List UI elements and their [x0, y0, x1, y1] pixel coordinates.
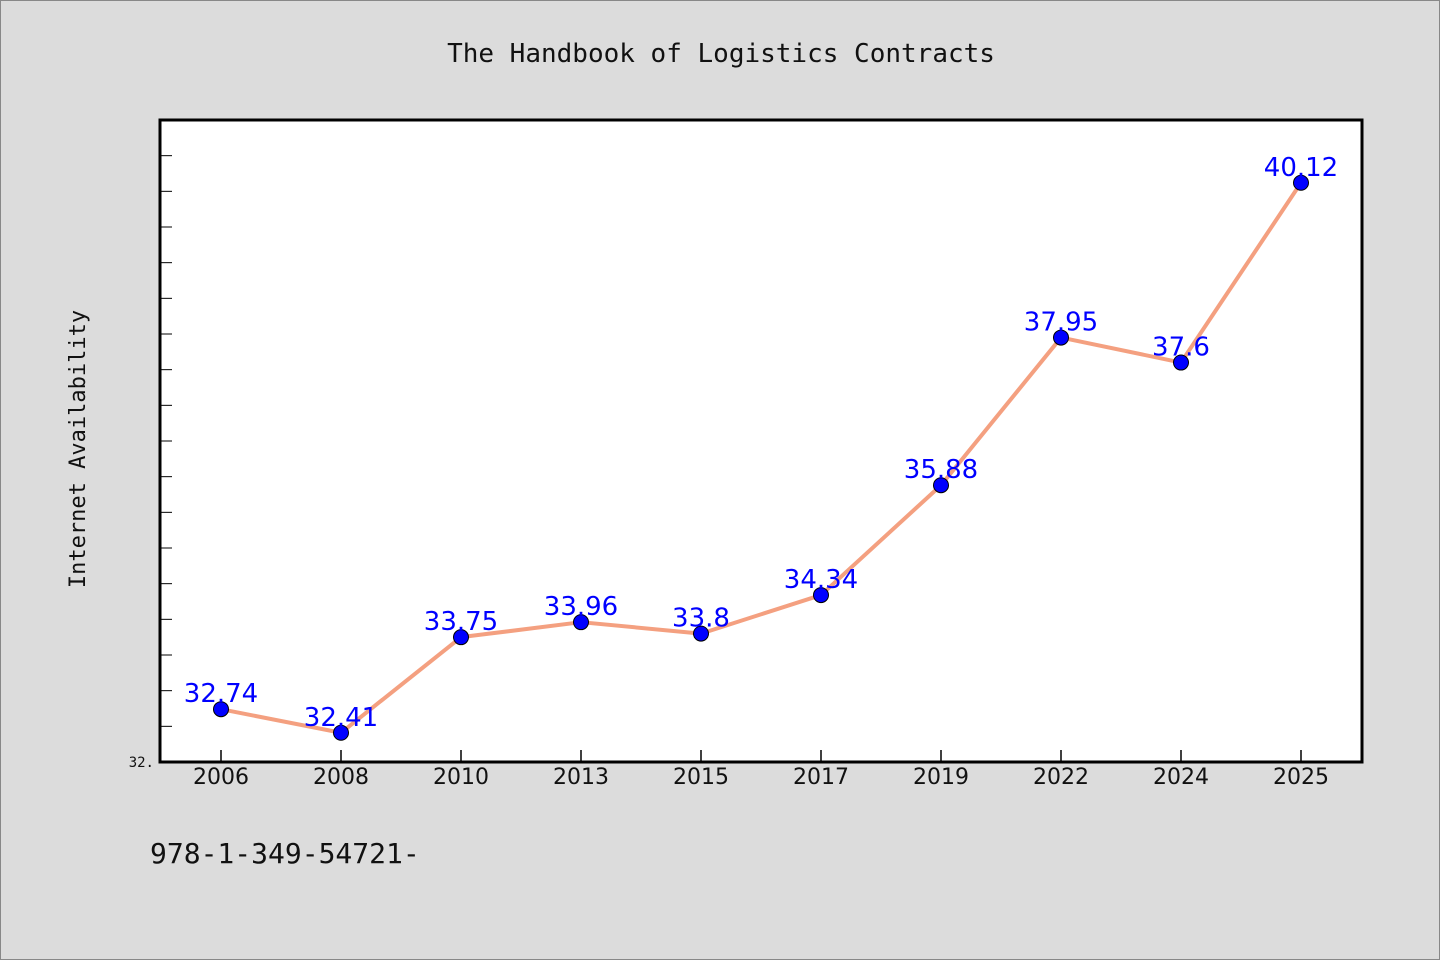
- data-label: 32.74: [184, 679, 258, 709]
- x-tick-label: 2019: [913, 765, 969, 790]
- data-label: 33.8: [672, 604, 730, 634]
- data-label: 37.95: [1024, 308, 1098, 338]
- data-point-marker: [333, 724, 349, 741]
- y-axis-label: Internet Availability: [66, 310, 91, 588]
- data-point-marker: [1053, 329, 1069, 346]
- data-label: 33.75: [424, 607, 498, 637]
- x-tick-label: 2015: [673, 765, 729, 790]
- plot-area: [158, 118, 1364, 764]
- data-markers: [213, 174, 1309, 741]
- footer-isbn-text: 978-1-349-54721-: [150, 837, 420, 870]
- data-label: 37.6: [1152, 333, 1210, 363]
- data-point-marker: [1173, 354, 1189, 371]
- series-line-layer: [219, 180, 1303, 735]
- data-label: 33.96: [544, 592, 618, 622]
- x-tick-label: 2017: [793, 765, 849, 790]
- x-tick-label: 2025: [1273, 765, 1329, 790]
- data-point-marker: [933, 477, 949, 494]
- data-label: 35.88: [904, 455, 978, 485]
- data-label: 32.41: [304, 703, 378, 733]
- data-point-marker: [693, 625, 709, 642]
- data-point-marker: [573, 614, 589, 631]
- data-label: 34.34: [784, 565, 858, 595]
- x-tick-label: 2013: [553, 765, 609, 790]
- x-tick-label: 2024: [1153, 765, 1209, 790]
- series-line: [219, 180, 1303, 735]
- y-tick-label: 32.: [129, 755, 154, 771]
- data-label: 40.12: [1264, 153, 1338, 183]
- data-point-marker: [453, 629, 469, 646]
- data-point-marker: [1293, 174, 1309, 191]
- x-tick-label: 2010: [433, 765, 489, 790]
- data-labels: 32.74 32.41 33.75 33.96 33.8 34.34 35.88 37.95 3…: [184, 153, 1338, 733]
- x-tick-label: 2006: [193, 765, 249, 790]
- chart-title: The Handbook of Logistics Contracts: [447, 39, 995, 69]
- x-tick-label: 2022: [1033, 765, 1089, 790]
- data-point-marker: [813, 587, 829, 604]
- x-axis-ticks: 2006 2008 2010 2013 2015 2017 2019 2022 2024 2025: [193, 750, 1329, 790]
- x-tick-label: 2008: [313, 765, 369, 790]
- y-axis-ticks: [160, 155, 172, 727]
- data-point-marker: [213, 701, 229, 718]
